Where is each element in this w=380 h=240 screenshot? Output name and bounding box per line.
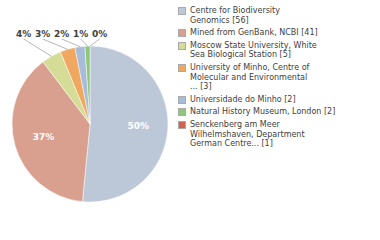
- html-text:Moscow State University, White: Moscow State University, White Sea Biolo…: [190, 40, 317, 60]
- html-text:Centre for Biodiversity Genomi: Centre for Biodiversity Genomics [56]: [190, 6, 280, 25]
- html-text:Senckenberg am Meer Wilhelmsha: Senckenberg am Meer Wilhelmshaven, Depar…: [190, 119, 305, 149]
- svg-text:1%: 1%: [73, 29, 88, 39]
- svg-text:50%: 50%: [128, 121, 150, 131]
- svg-text:4%: 4%: [16, 29, 31, 39]
- html-text:Universidade do Minho [2]: Universidade do Minho [2]: [190, 94, 296, 104]
- svg-text:3%: 3%: [35, 29, 50, 39]
- svg-text:0%: 0%: [92, 29, 107, 39]
- html-text:Natural History Museum, London: Natural History Museum, London [2]: [190, 107, 336, 117]
- svg-text:2%: 2%: [54, 29, 69, 39]
- html-text:Mined from GenBank, NCBI [41]: Mined from GenBank, NCBI [41]: [190, 28, 318, 38]
- html-text:University of Minho, Centre of: University of Minho, Centre of Molecular…: [190, 63, 310, 92]
- svg-text:37%: 37%: [33, 132, 55, 142]
